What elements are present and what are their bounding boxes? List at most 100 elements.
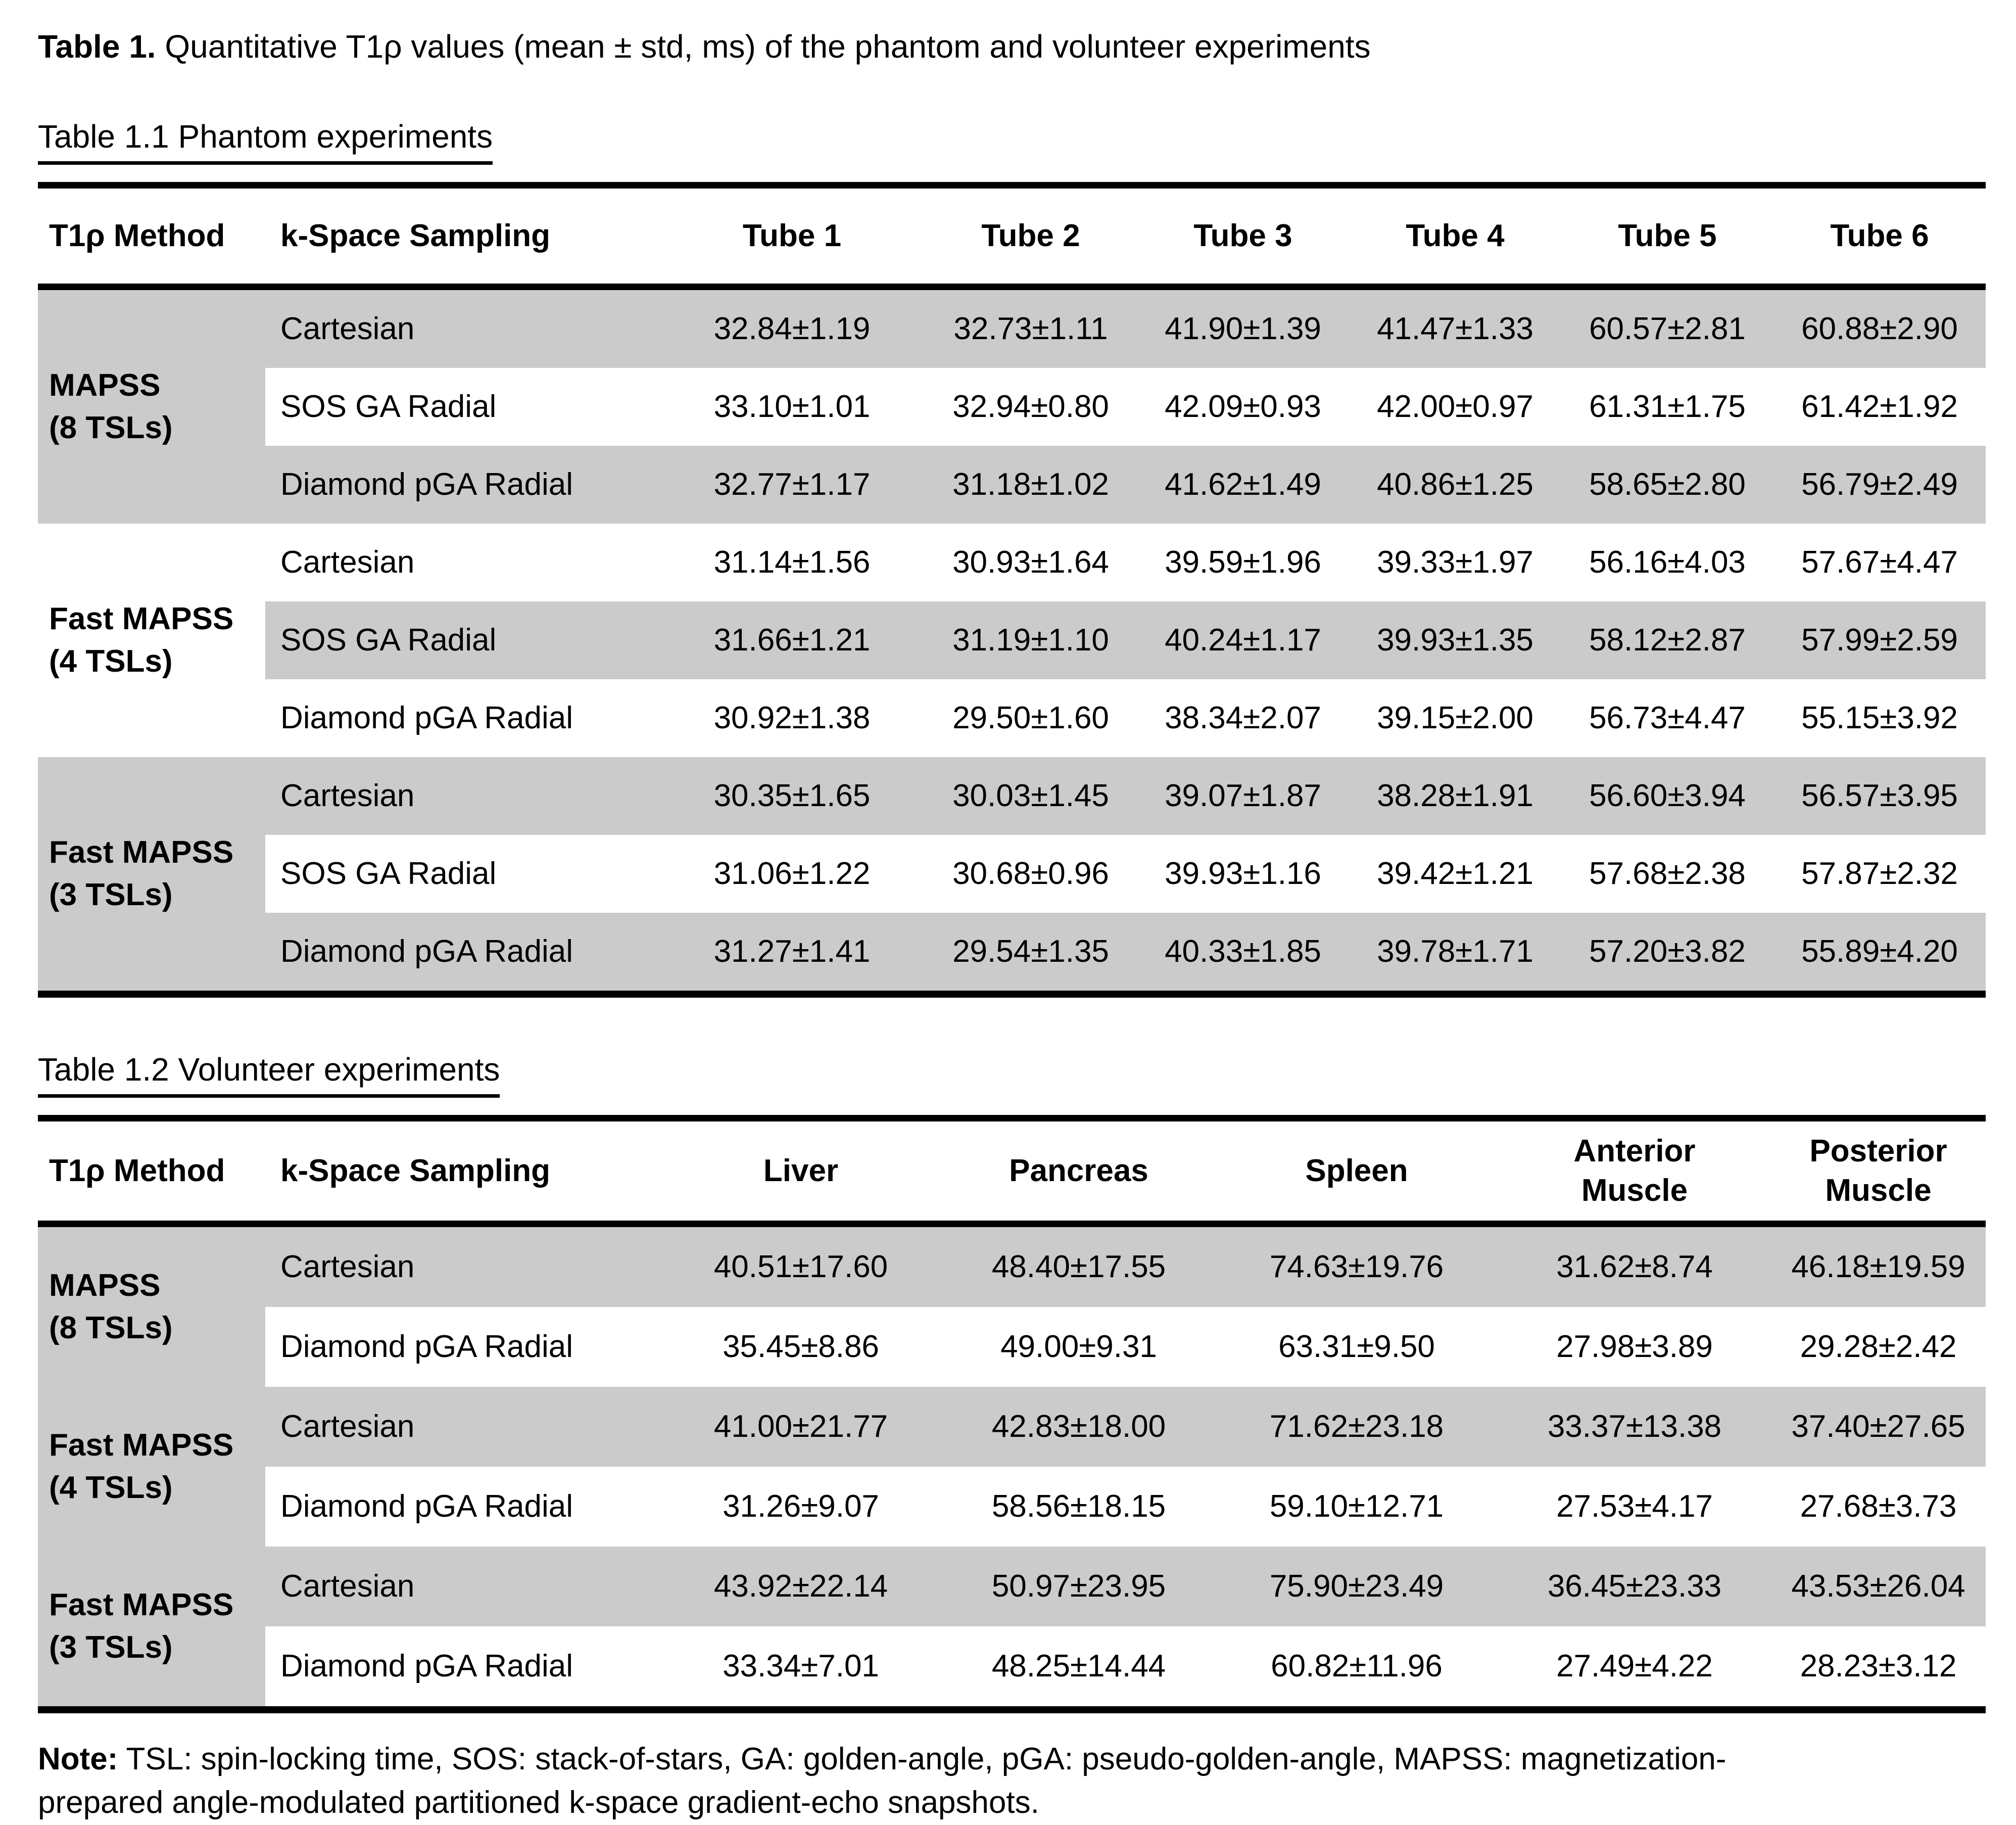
value-cell: 61.31±1.75 [1589, 389, 1746, 425]
value-cell: 29.28±2.42 [1800, 1329, 1957, 1365]
note-line-2: prepared angle-modulated partitioned k-s… [38, 1781, 1986, 1825]
value-cell: 31.14±1.56 [713, 545, 871, 580]
value-cell: 46.18±19.59 [1771, 1224, 1986, 1307]
page-title-text: Quantitative T1ρ values (mean ± std, ms)… [156, 28, 1371, 65]
value-cell: 56.16±4.03 [1589, 545, 1746, 580]
sampling-cell: SOS GA Radial [280, 389, 497, 425]
value-cell: 42.83±18.00 [942, 1386, 1215, 1467]
value-cell: 40.24±1.17 [1137, 601, 1349, 679]
value-cell: 31.19±1.10 [925, 601, 1137, 679]
value-cell: 39.59±1.96 [1165, 545, 1321, 580]
value-cell: 57.20±3.82 [1561, 912, 1773, 994]
value-cell: 29.54±1.35 [925, 912, 1137, 994]
value-cell: 28.23±3.12 [1800, 1649, 1957, 1684]
value-cell: 41.62±1.49 [1137, 445, 1349, 524]
value-cell: 60.88±2.90 [1773, 287, 1986, 368]
method-label: Fast MAPSS (4 TSLs) [38, 1386, 265, 1547]
column-header-sampling: k-Space Sampling [265, 1118, 659, 1227]
value-cell: 40.33±1.85 [1137, 912, 1349, 994]
volunteer-table: T1ρ Method k-Space Sampling Liver Pancre… [38, 1114, 1986, 1713]
sampling-cell: Cartesian [265, 1386, 659, 1467]
value-cell: 35.45±8.86 [723, 1329, 879, 1365]
table-row: MAPSS (8 TSLs) Cartesian 40.51±17.60 48.… [38, 1224, 1986, 1387]
value-cell: 43.92±22.14 [659, 1546, 942, 1626]
value-cell: 31.06±1.22 [713, 856, 871, 892]
value-cell: 31.27±1.41 [659, 912, 925, 994]
value-cell: 33.37±13.38 [1498, 1386, 1771, 1467]
value-cell: 57.68±2.38 [1589, 856, 1746, 892]
value-cell: 56.73±4.47 [1589, 700, 1746, 736]
table-row: Fast MAPSS (4 TSLs) Cartesian 41.00±21.7… [38, 1386, 1986, 1547]
value-cell: 39.15±2.00 [1377, 700, 1533, 736]
sampling-cell: SOS GA Radial [265, 601, 659, 679]
column-header-sampling: k-Space Sampling [265, 185, 659, 290]
value-cell: 30.03±1.45 [925, 757, 1137, 835]
column-header-method: T1ρ Method [38, 185, 265, 290]
note-text-1: TSL: spin-locking time, SOS: stack-of-st… [118, 1741, 1726, 1776]
value-cell: 56.57±3.95 [1773, 757, 1986, 835]
value-cell: 30.92±1.38 [713, 700, 871, 736]
value-cell: 58.65±2.80 [1561, 445, 1773, 524]
value-cell: 31.26±9.07 [723, 1489, 879, 1524]
column-header-tube2: Tube 2 [925, 185, 1137, 290]
value-cell: 74.63±19.76 [1215, 1224, 1498, 1307]
value-cell: 29.50±1.60 [952, 700, 1109, 736]
sampling-cell: Cartesian [265, 1224, 659, 1307]
value-cell: 48.40±17.55 [942, 1224, 1215, 1307]
value-cell: 57.87±2.32 [1801, 856, 1958, 892]
sampling-cell: Diamond pGA Radial [280, 1649, 573, 1684]
value-cell: 61.42±1.92 [1801, 389, 1958, 425]
method-label: MAPSS (8 TSLs) [38, 287, 265, 524]
phantom-heading: Table 1.1 Phantom experiments [38, 117, 1986, 165]
note-text-2: prepared angle-modulated partitioned k-s… [38, 1785, 1039, 1820]
value-cell: 39.42±1.21 [1377, 856, 1533, 892]
value-cell: 42.00±0.97 [1377, 389, 1533, 425]
phantom-header-row: T1ρ Method k-Space Sampling Tube 1 Tube … [38, 185, 1986, 290]
method-label: Fast MAPSS (3 TSLs) [38, 757, 265, 994]
value-cell: 43.53±26.04 [1771, 1546, 1986, 1626]
phantom-table: T1ρ Method k-Space Sampling Tube 1 Tube … [38, 181, 1986, 998]
table-row: Diamond pGA Radial 31.27±1.41 29.54±1.35… [38, 912, 1986, 994]
column-header-anterior-muscle: Anterior Muscle [1498, 1118, 1771, 1227]
value-cell: 27.98±3.89 [1556, 1329, 1713, 1365]
value-cell: 58.56±18.15 [991, 1489, 1166, 1524]
sampling-cell: Diamond pGA Radial [265, 912, 659, 994]
value-cell: 40.86±1.25 [1349, 445, 1561, 524]
value-cell: 41.47±1.33 [1349, 287, 1561, 368]
value-cell: 39.07±1.87 [1137, 757, 1349, 835]
value-cell: 33.10±1.01 [713, 389, 871, 425]
page-title: Table 1. Quantitative T1ρ values (mean ±… [38, 26, 1986, 67]
table-row: Diamond pGA Radial 30.92±1.38 29.50±1.60… [38, 679, 1986, 757]
column-header-tube1: Tube 1 [659, 185, 925, 290]
value-cell: 59.10±12.71 [1269, 1489, 1444, 1524]
value-cell: 63.31±9.50 [1278, 1329, 1435, 1365]
value-cell: 32.77±1.17 [659, 445, 925, 524]
value-cell: 48.25±14.44 [991, 1649, 1166, 1684]
value-cell: 31.62±8.74 [1498, 1224, 1771, 1307]
value-cell: 55.15±3.92 [1801, 700, 1958, 736]
table-row: Fast MAPSS (4 TSLs) Cartesian 31.14±1.56… [38, 523, 1986, 757]
sampling-cell: Cartesian [265, 1546, 659, 1626]
value-cell: 57.99±2.59 [1773, 601, 1986, 679]
table-row: MAPSS (8 TSLs) Cartesian 32.84±1.19 32.7… [38, 287, 1986, 524]
phantom-heading-label: Table 1.1 Phantom experiments [38, 117, 493, 165]
sampling-cell: Cartesian [280, 545, 415, 580]
value-cell: 31.66±1.21 [659, 601, 925, 679]
value-cell: 38.34±2.07 [1165, 700, 1321, 736]
value-cell: 41.00±21.77 [659, 1386, 942, 1467]
table-row: SOS GA Radial 31.06±1.22 30.68±0.96 39.9… [38, 835, 1986, 913]
method-label: MAPSS (8 TSLs) [38, 1224, 265, 1387]
value-cell: 37.40±27.65 [1771, 1386, 1986, 1467]
sampling-cell: Cartesian [265, 287, 659, 368]
table-row: Fast MAPSS (3 TSLs) Cartesian 43.92±22.1… [38, 1546, 1986, 1710]
method-label: Fast MAPSS (4 TSLs) [38, 523, 265, 757]
value-cell: 49.00±9.31 [1000, 1329, 1157, 1365]
table-row: Diamond pGA Radial 35.45±8.86 49.00±9.31… [38, 1307, 1986, 1387]
column-header-spleen: Spleen [1215, 1118, 1498, 1227]
column-header-liver: Liver [659, 1118, 942, 1227]
table-row: Diamond pGA Radial 32.77±1.17 31.18±1.02… [38, 445, 1986, 524]
value-cell: 41.90±1.39 [1137, 287, 1349, 368]
value-cell: 31.18±1.02 [925, 445, 1137, 524]
table-row: Fast MAPSS (3 TSLs) Cartesian 30.35±1.65… [38, 757, 1986, 994]
